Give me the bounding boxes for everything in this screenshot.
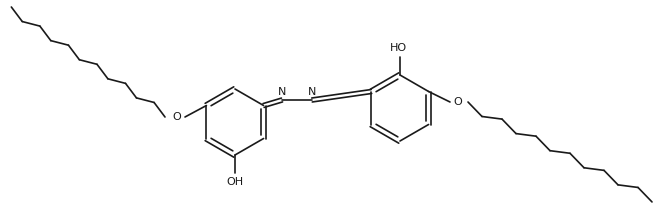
Text: O: O [172,112,182,122]
Text: N: N [308,87,316,97]
Text: N: N [278,87,286,97]
Text: O: O [453,97,462,107]
Text: HO: HO [389,43,406,53]
Text: OH: OH [227,177,243,187]
